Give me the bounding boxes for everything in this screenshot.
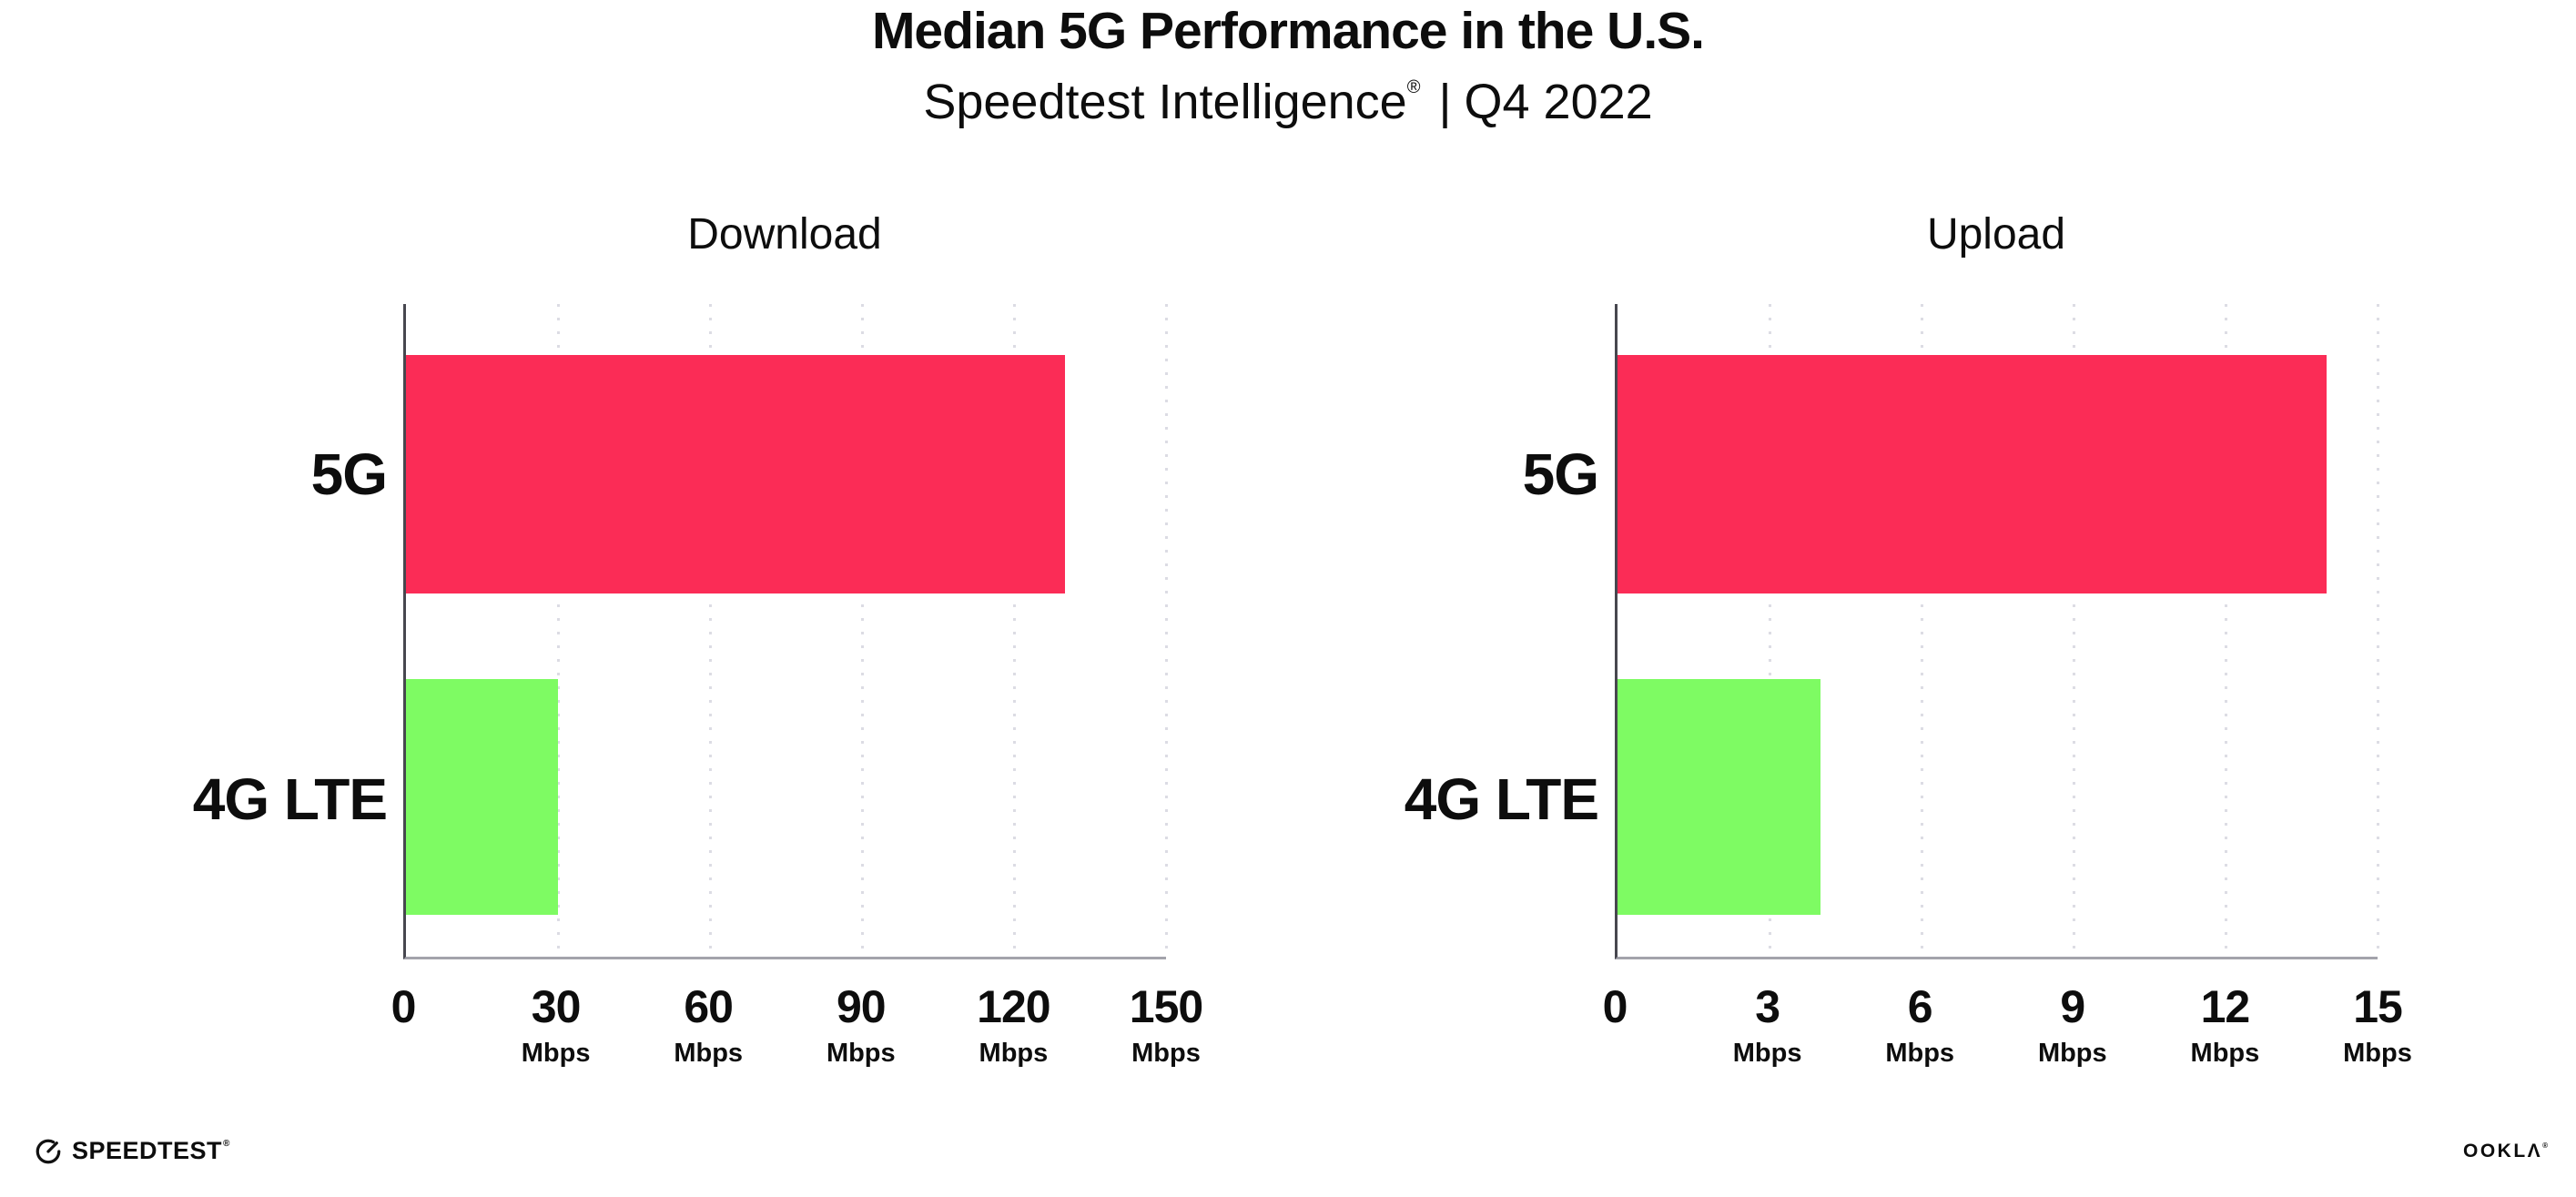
gridline <box>2225 304 2227 957</box>
gridline <box>2377 304 2379 957</box>
x-tick-unit: Mbps <box>2190 1039 2260 1068</box>
x-tick-value: 9 <box>2060 981 2085 1032</box>
category-label-5g: 5G <box>1522 441 1599 507</box>
x-tick-unit: Mbps <box>1732 1039 1802 1068</box>
gridline <box>557 304 560 957</box>
x-tick-value: 6 <box>1907 981 1933 1032</box>
page-subtitle: Speedtest Intelligence® | Q4 2022 <box>0 58 2576 131</box>
x-tick-unit: Mbps <box>521 1039 591 1068</box>
x-tick-15: 15 Mbps <box>2343 979 2412 1071</box>
gridline <box>1769 304 1771 957</box>
x-tick-unit: Mbps <box>674 1039 744 1068</box>
x-tick-unit: Mbps <box>2343 1039 2412 1068</box>
subtitle-brand: Speedtest Intelligence <box>923 75 1407 129</box>
x-tick-unit: Mbps <box>1885 1039 1955 1068</box>
chart-title-upload: Upload <box>1926 210 2066 259</box>
registered-mark-icon: ® <box>2542 1141 2551 1150</box>
x-tick-unit: Mbps <box>1131 1039 1201 1068</box>
gridline <box>861 304 864 957</box>
speedtest-logo: SPEEDTEST® <box>35 1137 230 1165</box>
x-tick-150: 150 Mbps <box>1129 979 1203 1071</box>
ookla-logo: OOKLΛ® <box>2463 1141 2551 1162</box>
gridline <box>709 304 712 957</box>
category-label-5g: 5G <box>310 441 388 507</box>
subtitle-period: Q4 2022 <box>1464 75 1653 129</box>
bar-5g <box>406 354 1065 593</box>
x-tick-unit: Mbps <box>826 1039 896 1068</box>
x-tick-value: 0 <box>1602 981 1628 1032</box>
gridline <box>1013 304 1016 957</box>
gridline <box>1921 304 1923 957</box>
gridline <box>2073 304 2075 957</box>
x-tick-3: 3 Mbps <box>1733 979 1802 1071</box>
x-tick-value: 120 <box>977 981 1050 1032</box>
x-tick-value: 150 <box>1129 981 1203 1032</box>
page-title: Median 5G Performance in the U.S. <box>871 2 1705 60</box>
speedtest-label: SPEEDTEST <box>72 1137 223 1164</box>
x-tick-0: 0 <box>1603 979 1628 1035</box>
x-tick-value: 0 <box>390 981 417 1032</box>
subtitle-separator: | <box>1438 75 1452 129</box>
plot-area <box>1615 304 2379 959</box>
speedtest-wordmark: SPEEDTEST® <box>72 1137 230 1165</box>
x-tick-90: 90 Mbps <box>827 979 896 1071</box>
bar-4g-lte <box>1618 679 1820 916</box>
x-tick-12: 12 Mbps <box>2191 979 2260 1071</box>
bar-5g <box>1618 354 2328 593</box>
speedtest-gauge-icon <box>35 1139 61 1163</box>
x-tick-value: 60 <box>684 981 734 1032</box>
x-tick-value: 30 <box>531 981 582 1032</box>
gridline <box>1165 304 1168 957</box>
x-tick-value: 15 <box>2353 981 2403 1032</box>
x-tick-unit: Mbps <box>979 1039 1049 1068</box>
x-tick-value: 12 <box>2200 981 2251 1032</box>
plot-area <box>403 304 1168 959</box>
chart-title-download: Download <box>687 210 882 259</box>
x-tick-60: 60 Mbps <box>674 979 743 1071</box>
registered-mark-icon: ® <box>223 1139 230 1149</box>
x-tick-unit: Mbps <box>2037 1039 2107 1068</box>
registered-mark-icon: ® <box>1406 77 1421 97</box>
x-tick-9: 9 Mbps <box>2038 979 2107 1071</box>
bar-4g-lte <box>406 679 558 916</box>
x-tick-value: 90 <box>836 981 887 1032</box>
category-label-4g-lte: 4G LTE <box>1404 766 1599 832</box>
x-axis-ticks: 0 30 Mbps 60 Mbps 90 Mbps 120 Mbps 150 Mbps <box>391 979 1204 1115</box>
category-label-4g-lte: 4G LTE <box>192 766 388 832</box>
x-tick-30: 30 Mbps <box>522 979 591 1071</box>
x-tick-value: 3 <box>1755 981 1780 1032</box>
ookla-wordmark: OOKLΛ <box>2463 1141 2543 1161</box>
x-axis-ticks: 0 3 Mbps 6 Mbps 9 Mbps 12 Mbps 15 Mbps <box>1603 979 2412 1115</box>
x-tick-0: 0 <box>390 979 417 1035</box>
x-tick-6: 6 Mbps <box>1885 979 1954 1071</box>
x-tick-120: 120 Mbps <box>977 979 1050 1071</box>
